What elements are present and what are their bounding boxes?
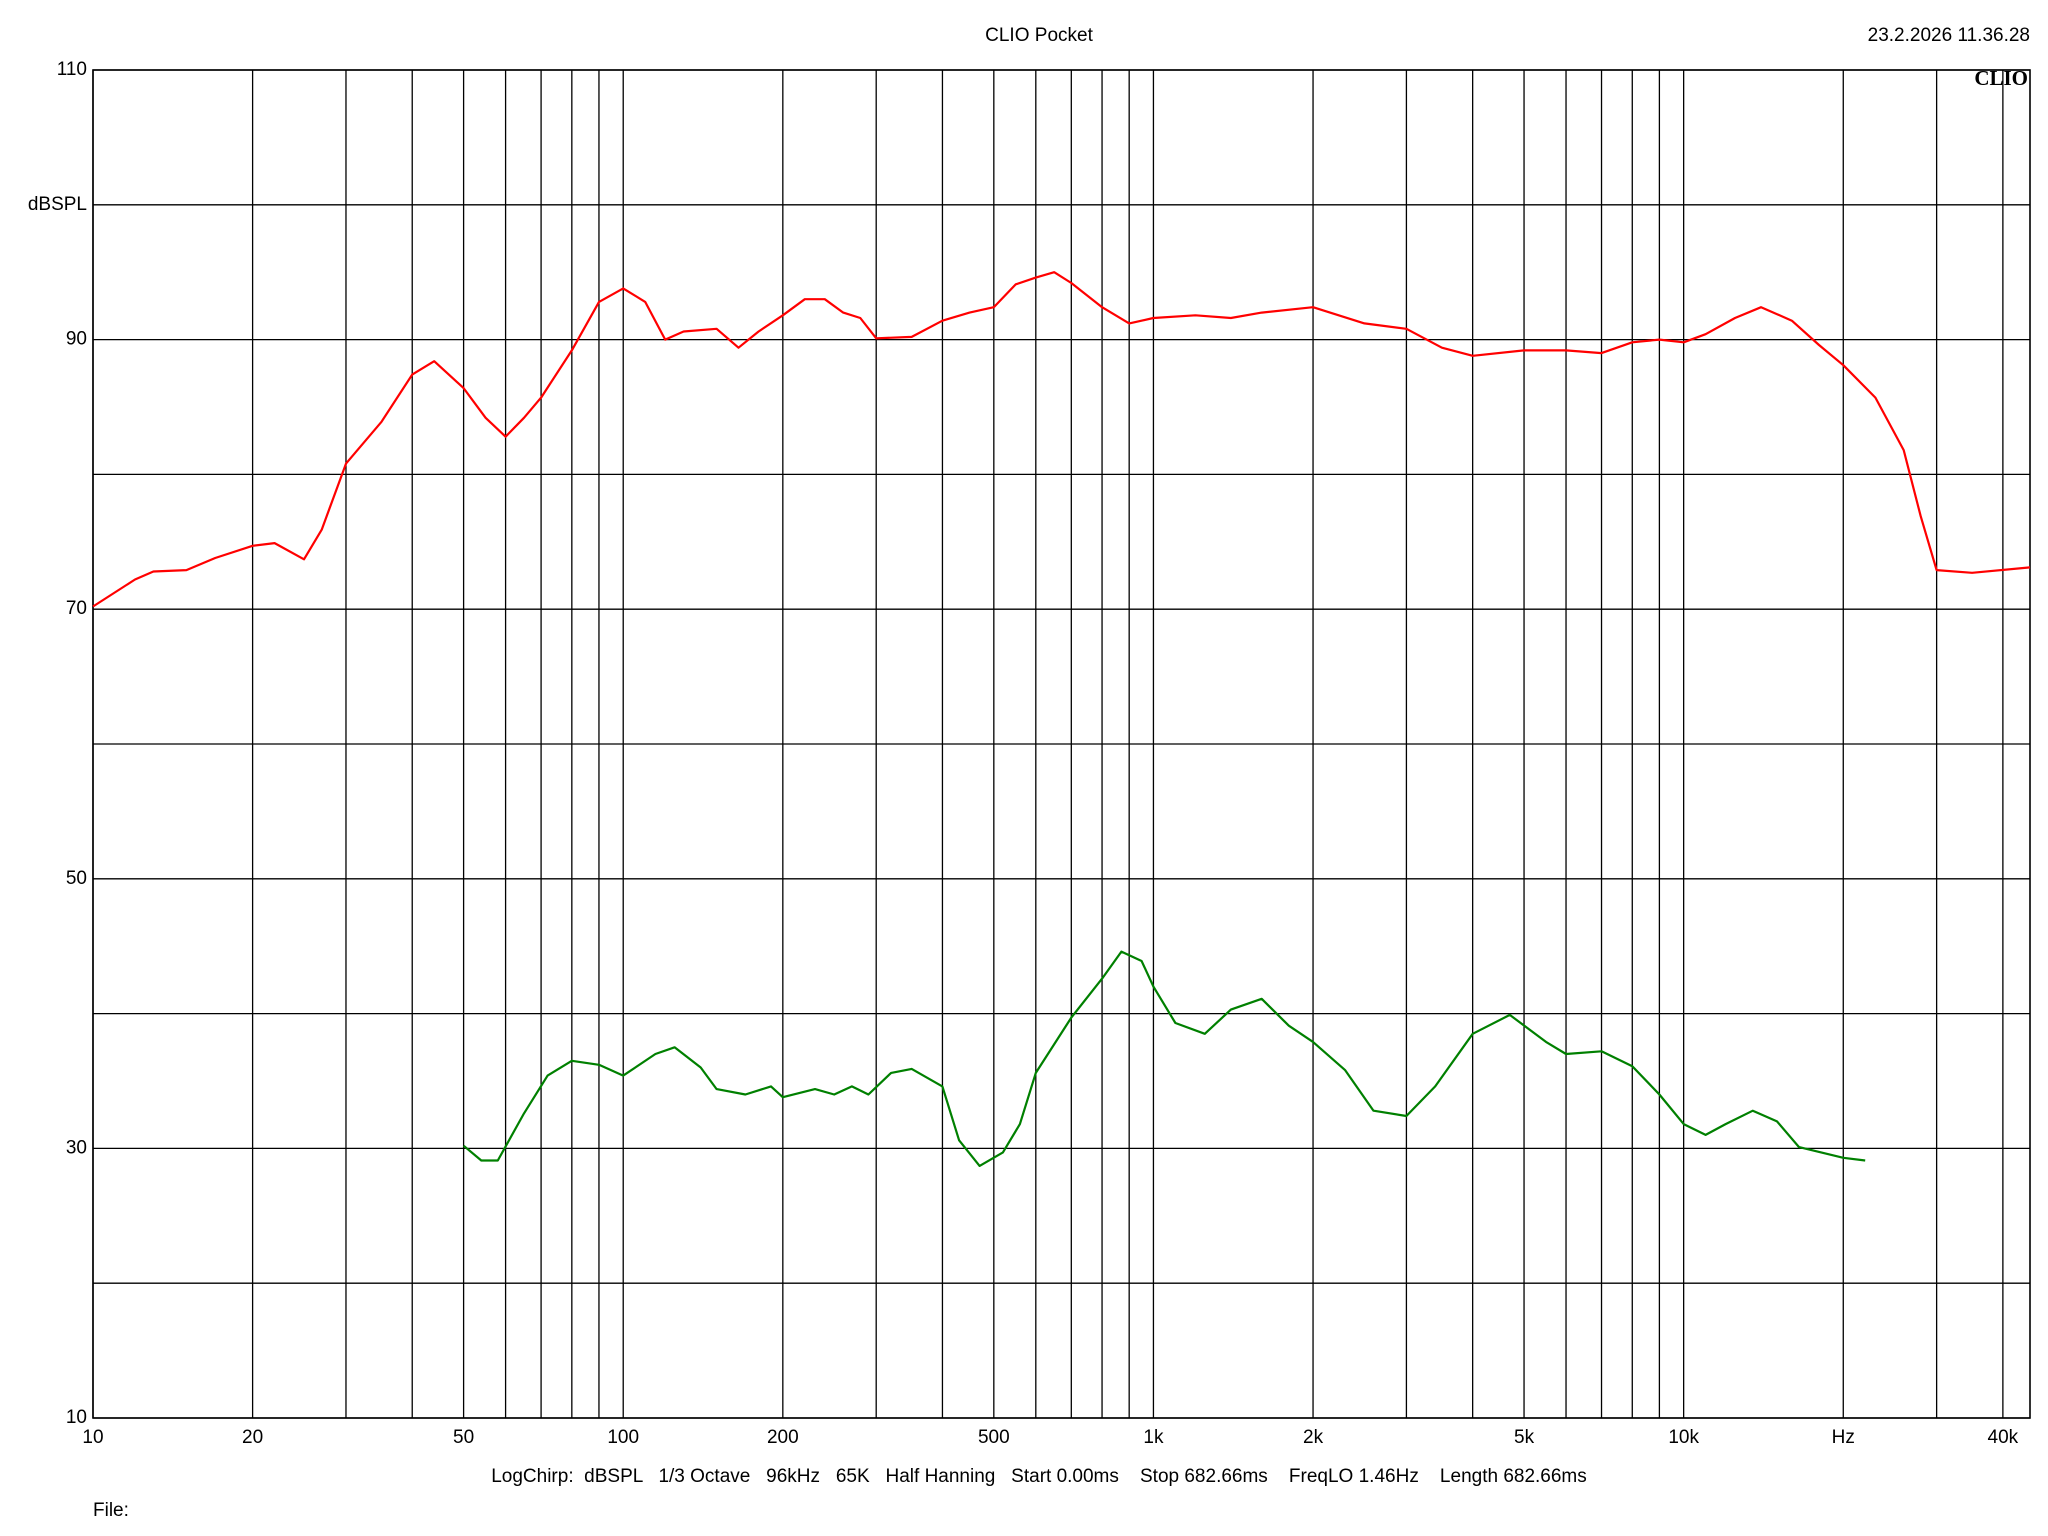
x-tick-label: 5k bbox=[1514, 1427, 1535, 1448]
x-tick-label: 100 bbox=[607, 1427, 639, 1448]
response-curve bbox=[92, 271, 2031, 608]
file-label: File: bbox=[93, 1500, 129, 1521]
y-tick-label: 110 bbox=[57, 59, 87, 80]
x-tick-label: Hz bbox=[1832, 1427, 1855, 1448]
y-tick-label: 10 bbox=[66, 1407, 87, 1428]
y-tick-label: 50 bbox=[66, 868, 87, 889]
x-tick-label: 10k bbox=[1668, 1427, 1699, 1448]
x-tick-label: 10 bbox=[82, 1427, 103, 1448]
x-tick-label: 200 bbox=[767, 1427, 799, 1448]
timestamp: 23.2.2026 11.36.28 bbox=[1868, 25, 2030, 46]
y-tick-label: 90 bbox=[66, 329, 87, 350]
x-tick-label: 2k bbox=[1303, 1427, 1324, 1448]
y-tick-label: dBSPL bbox=[28, 194, 87, 215]
response-curve bbox=[462, 950, 1866, 1167]
x-tick-label: 1k bbox=[1143, 1427, 1164, 1448]
x-tick-label: 20 bbox=[242, 1427, 263, 1448]
x-tick-label: 40k bbox=[1988, 1427, 2019, 1448]
x-tick-label: 50 bbox=[453, 1427, 474, 1448]
y-tick-label: 30 bbox=[66, 1137, 87, 1158]
x-tick-label: 500 bbox=[978, 1427, 1010, 1448]
y-tick-label: 70 bbox=[66, 598, 87, 619]
chart-title: CLIO Pocket bbox=[985, 25, 1093, 46]
footer: LogChirp: dBSPL 1/3 Octave 96kHz 65K Hal… bbox=[491, 1466, 1587, 1487]
